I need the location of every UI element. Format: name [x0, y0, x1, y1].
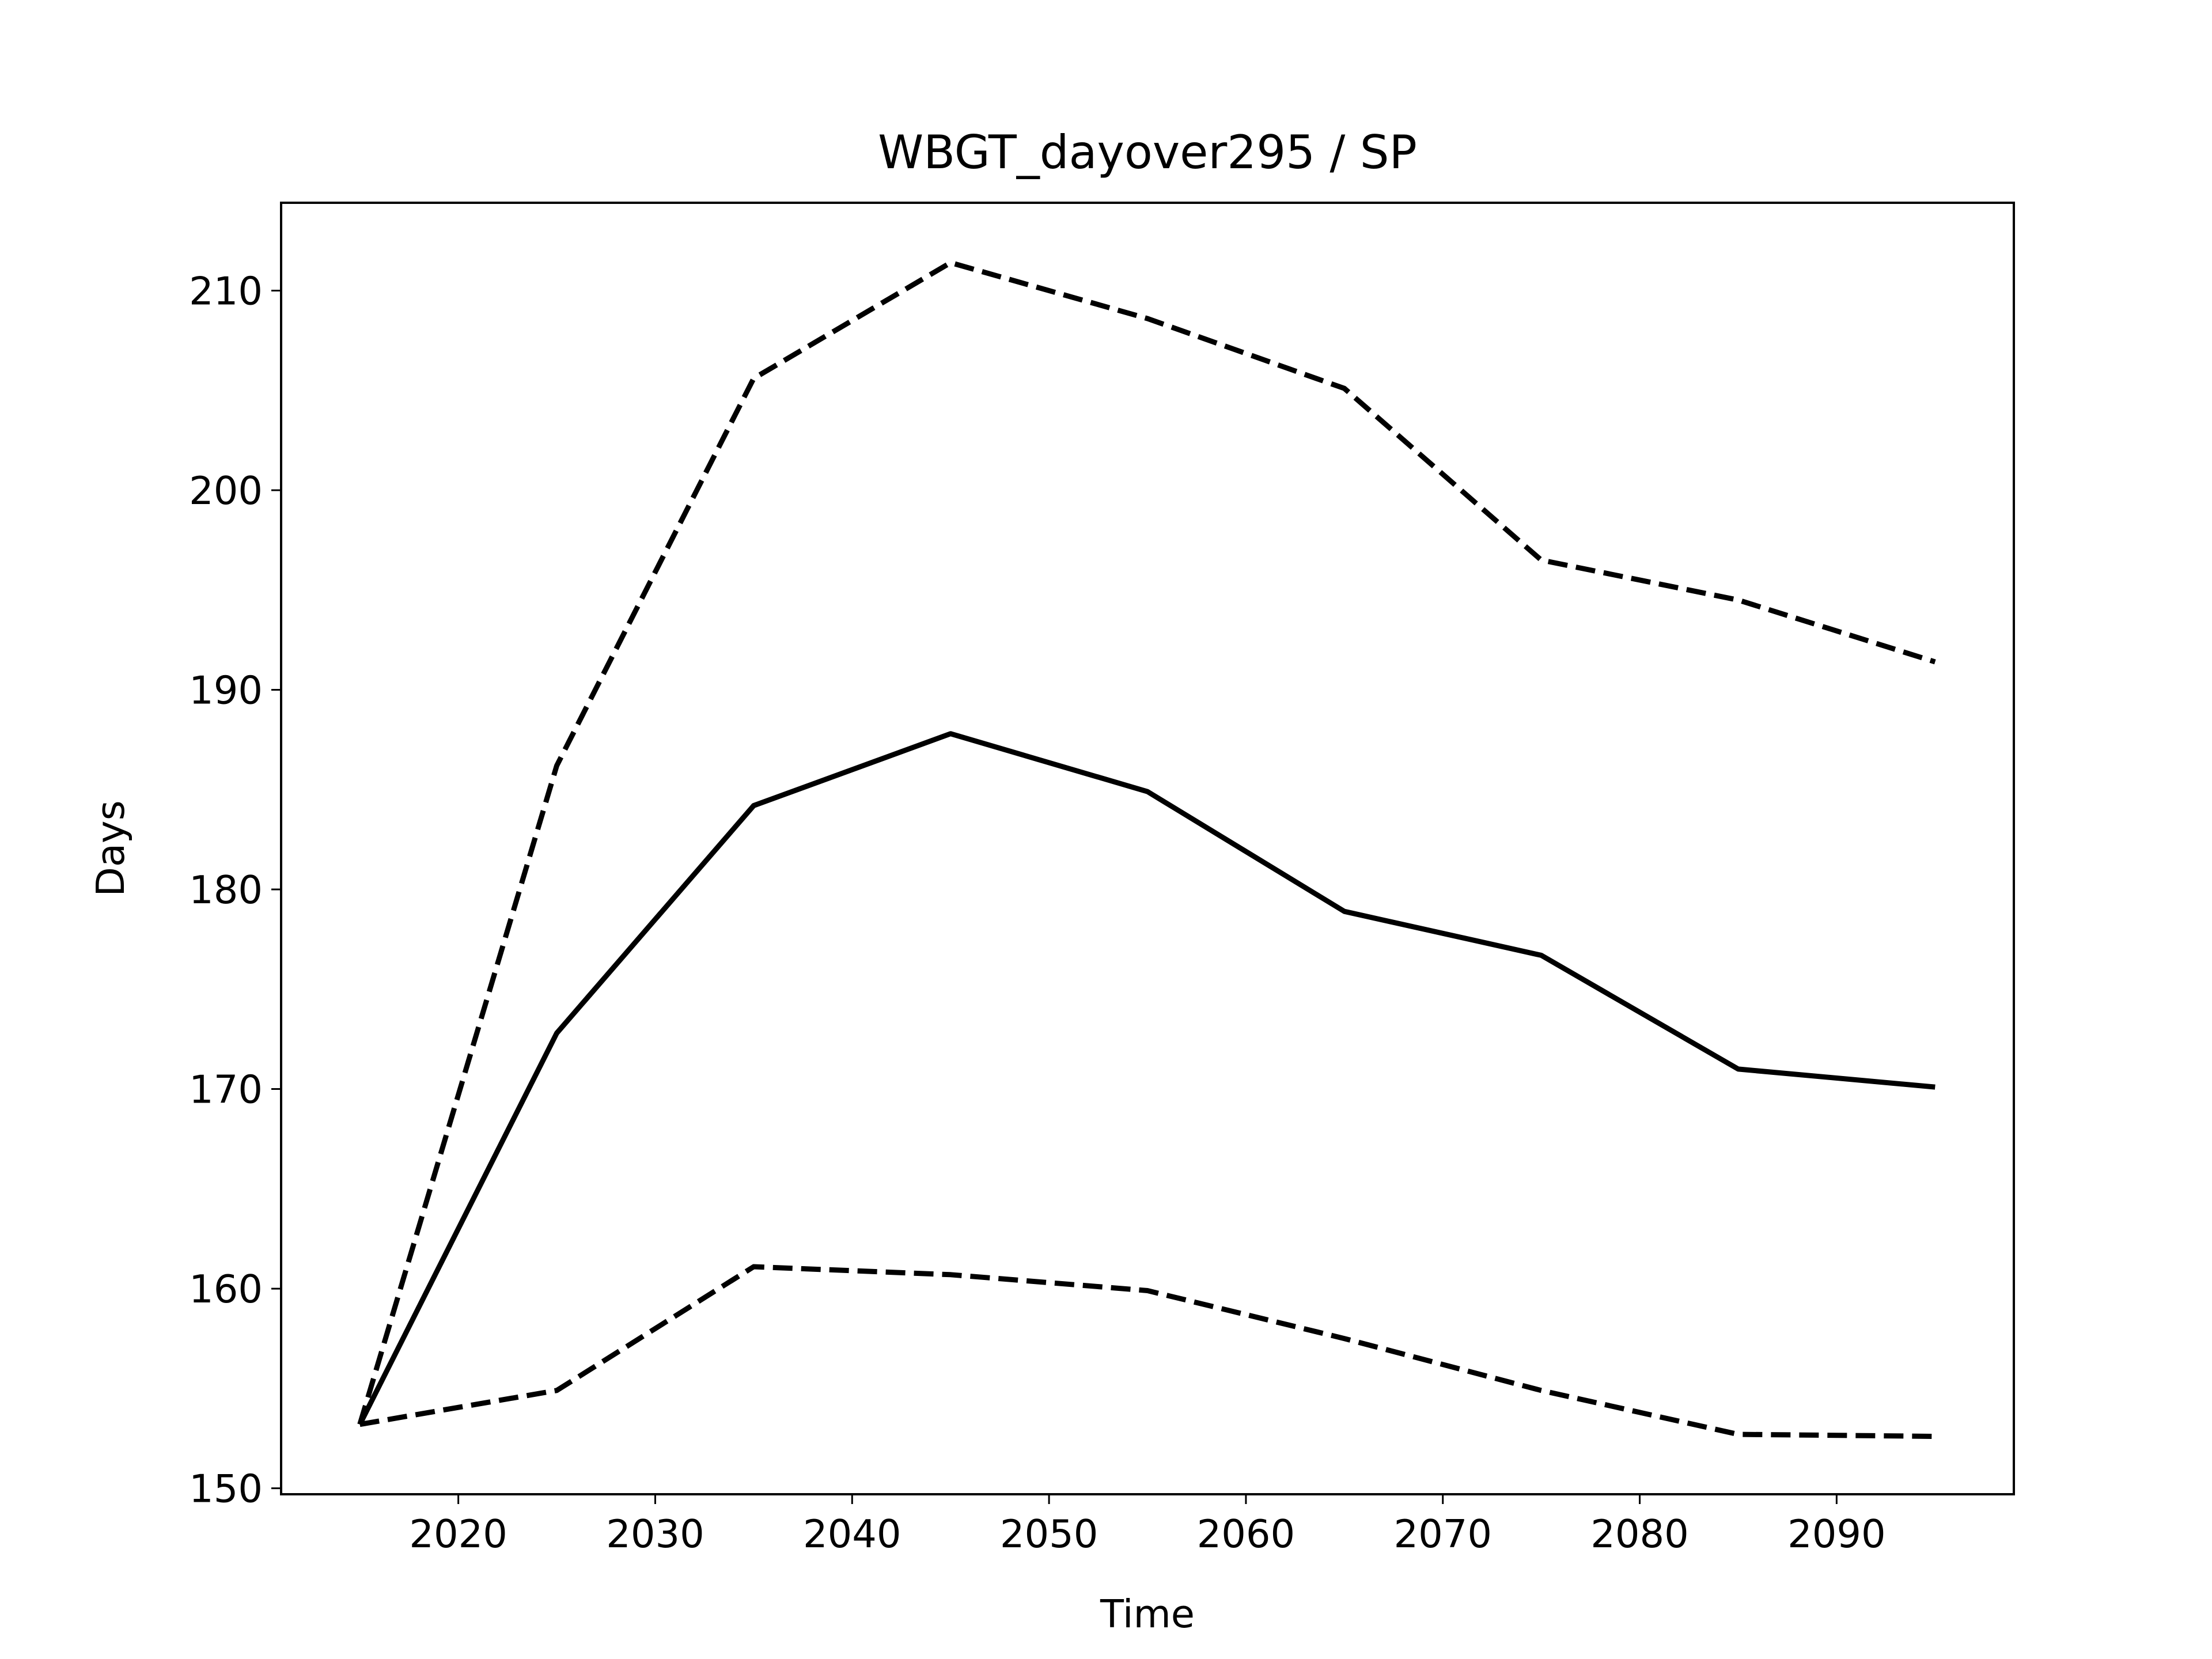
axes-frame	[280, 202, 2015, 1495]
y-axis: 150 160 170 180 190 200 210	[189, 268, 281, 1512]
x-tick-label: 2090	[1787, 1512, 1886, 1556]
x-tick-label: 2070	[1393, 1512, 1492, 1556]
y-axis-label: Days	[88, 800, 133, 896]
dashed-series-line-1	[357, 260, 1936, 1425]
y-tick-label: 190	[189, 668, 263, 713]
y-tick-label: 200	[189, 468, 263, 513]
y-tick-label: 210	[189, 268, 263, 313]
y-tick-label: 180	[189, 868, 263, 912]
dashed-series-line-2	[359, 1264, 1936, 1439]
x-axis: 2020 2030 2040 2050 2060 2070 2080 2090	[409, 1494, 1886, 1556]
y-tick-label: 170	[189, 1067, 263, 1112]
x-axis-label: Time	[1100, 1592, 1195, 1637]
x-tick-label: 2020	[409, 1512, 507, 1556]
y-tick-label: 160	[189, 1267, 263, 1312]
plot-area	[357, 260, 1936, 1439]
solid-series-line	[357, 731, 1936, 1426]
x-tick-label: 2060	[1197, 1512, 1296, 1556]
chart-title: WBGT_dayover295 / SP	[878, 126, 1417, 179]
x-tick-label: 2050	[1000, 1512, 1099, 1556]
x-tick-label: 2080	[1590, 1512, 1689, 1556]
x-tick-label: 2040	[803, 1512, 902, 1556]
x-tick-label: 2030	[606, 1512, 704, 1556]
y-tick-label: 150	[189, 1467, 263, 1512]
